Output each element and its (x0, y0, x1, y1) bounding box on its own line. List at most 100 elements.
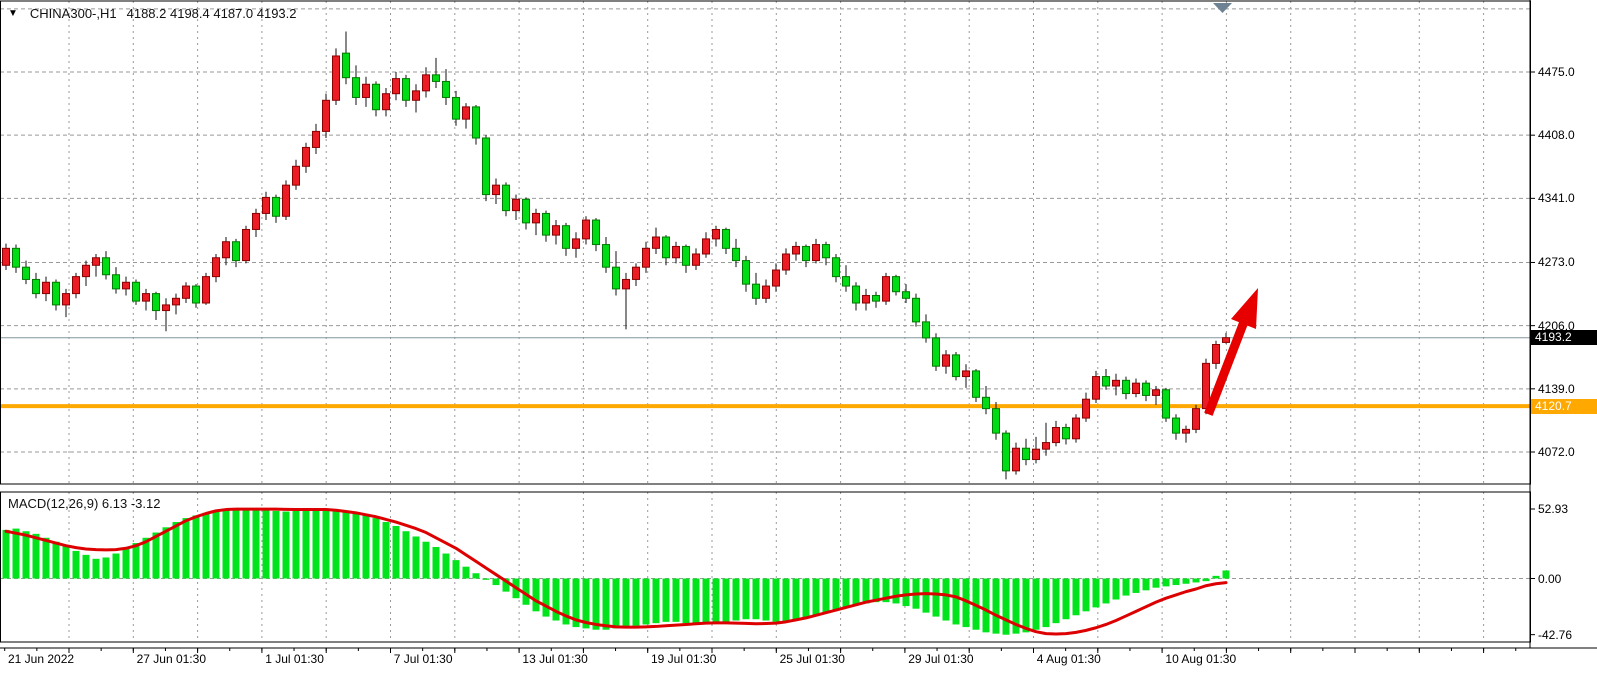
candle (742, 255, 750, 292)
candle (562, 222, 570, 256)
candle (922, 314, 930, 343)
macd-bar (82, 554, 90, 579)
candle (902, 284, 910, 304)
candle (272, 194, 280, 223)
macd-bar (172, 522, 180, 579)
macd-bar (682, 578, 690, 624)
candle (502, 182, 510, 217)
candle (632, 263, 640, 287)
macd-bar (472, 573, 480, 579)
macd-bar (572, 578, 580, 628)
candle (202, 272, 210, 305)
macd-bar (222, 510, 230, 579)
symbol-period-label: CHINA300-,H1 (29, 6, 117, 21)
macd-bar (1042, 578, 1050, 628)
macd-bar (1142, 578, 1150, 591)
macd-bar (532, 578, 540, 612)
macd-bar (162, 527, 170, 579)
macd-bar (1202, 578, 1210, 582)
time-tick-label: 19 Jul 01:30 (651, 652, 717, 666)
candle (972, 369, 980, 403)
macd-bar (782, 578, 790, 622)
candle (542, 210, 550, 242)
candle (402, 74, 410, 107)
macd-bar (772, 578, 780, 622)
candle (532, 208, 540, 236)
macd-bar (1162, 578, 1170, 587)
macd-bar (1172, 578, 1180, 586)
candle (862, 288, 870, 311)
macd-bar (72, 550, 80, 579)
candle (602, 237, 610, 273)
bid-price-badge: 4193.2 (1531, 330, 1597, 346)
macd-bar (492, 578, 500, 586)
macd-bar (142, 537, 150, 579)
candle (2, 243, 10, 271)
candle (422, 67, 430, 98)
macd-bar (462, 566, 470, 579)
macd-tick-label: 0.00 (1538, 571, 1562, 586)
candle (792, 241, 800, 261)
macd-bar (852, 578, 860, 605)
indicator-label: MACD(12,26,9) 6.13 -3.12 (8, 496, 161, 511)
macd-bar (872, 578, 880, 603)
macd-bar (992, 578, 1000, 634)
candle (732, 238, 740, 268)
candle (342, 31, 350, 85)
macd-bar (282, 511, 290, 579)
macd-bar (832, 578, 840, 611)
macd-bar (232, 508, 240, 579)
macd-bar (202, 512, 210, 579)
candle (852, 282, 860, 311)
candle (192, 284, 200, 308)
candle (222, 237, 230, 266)
candle (512, 194, 520, 221)
macd-bar (662, 578, 670, 622)
macd-bar (1192, 578, 1200, 583)
macd-bar (1182, 578, 1190, 584)
macd-bar (12, 528, 20, 579)
time-tick-label: 1 Jul 01:30 (265, 652, 324, 666)
macd-bar (252, 509, 260, 579)
macd-bar (642, 578, 650, 625)
candle (552, 220, 560, 245)
macd-bar (582, 578, 590, 629)
macd-bar (382, 522, 390, 579)
macd-bar (922, 578, 930, 613)
chart-shift-marker-icon[interactable] (1213, 3, 1232, 13)
candle (302, 142, 310, 173)
macd-bar (752, 578, 760, 620)
symbol-dropdown-icon[interactable]: ▼ (8, 8, 18, 19)
candle (672, 241, 680, 264)
macd-bar (1002, 578, 1010, 635)
candle (12, 244, 20, 273)
macd-bar (702, 578, 710, 625)
macd-bar (732, 578, 740, 621)
candle (292, 159, 300, 190)
candle (432, 57, 440, 89)
candle (22, 260, 30, 285)
candle (332, 48, 340, 106)
macd-bar (632, 578, 640, 626)
candle (962, 364, 970, 388)
candle (442, 69, 450, 106)
macd-bar (92, 558, 100, 579)
candle (1002, 430, 1010, 480)
macd-bar (902, 578, 910, 607)
candle (982, 385, 990, 415)
macd-bar (502, 578, 510, 592)
macd-bar (622, 578, 630, 628)
macd-bar (1072, 578, 1080, 616)
price-tick-label: 4139.0 (1538, 381, 1575, 396)
candle (382, 88, 390, 117)
macd-bar (652, 578, 660, 624)
candle (642, 241, 650, 273)
trend-arrow-annotation[interactable] (1204, 288, 1258, 416)
candle (1222, 332, 1230, 344)
candle (412, 84, 420, 113)
macd-bar (962, 578, 970, 628)
candle (582, 216, 590, 245)
candle (322, 93, 330, 139)
macd-bar (212, 511, 220, 579)
